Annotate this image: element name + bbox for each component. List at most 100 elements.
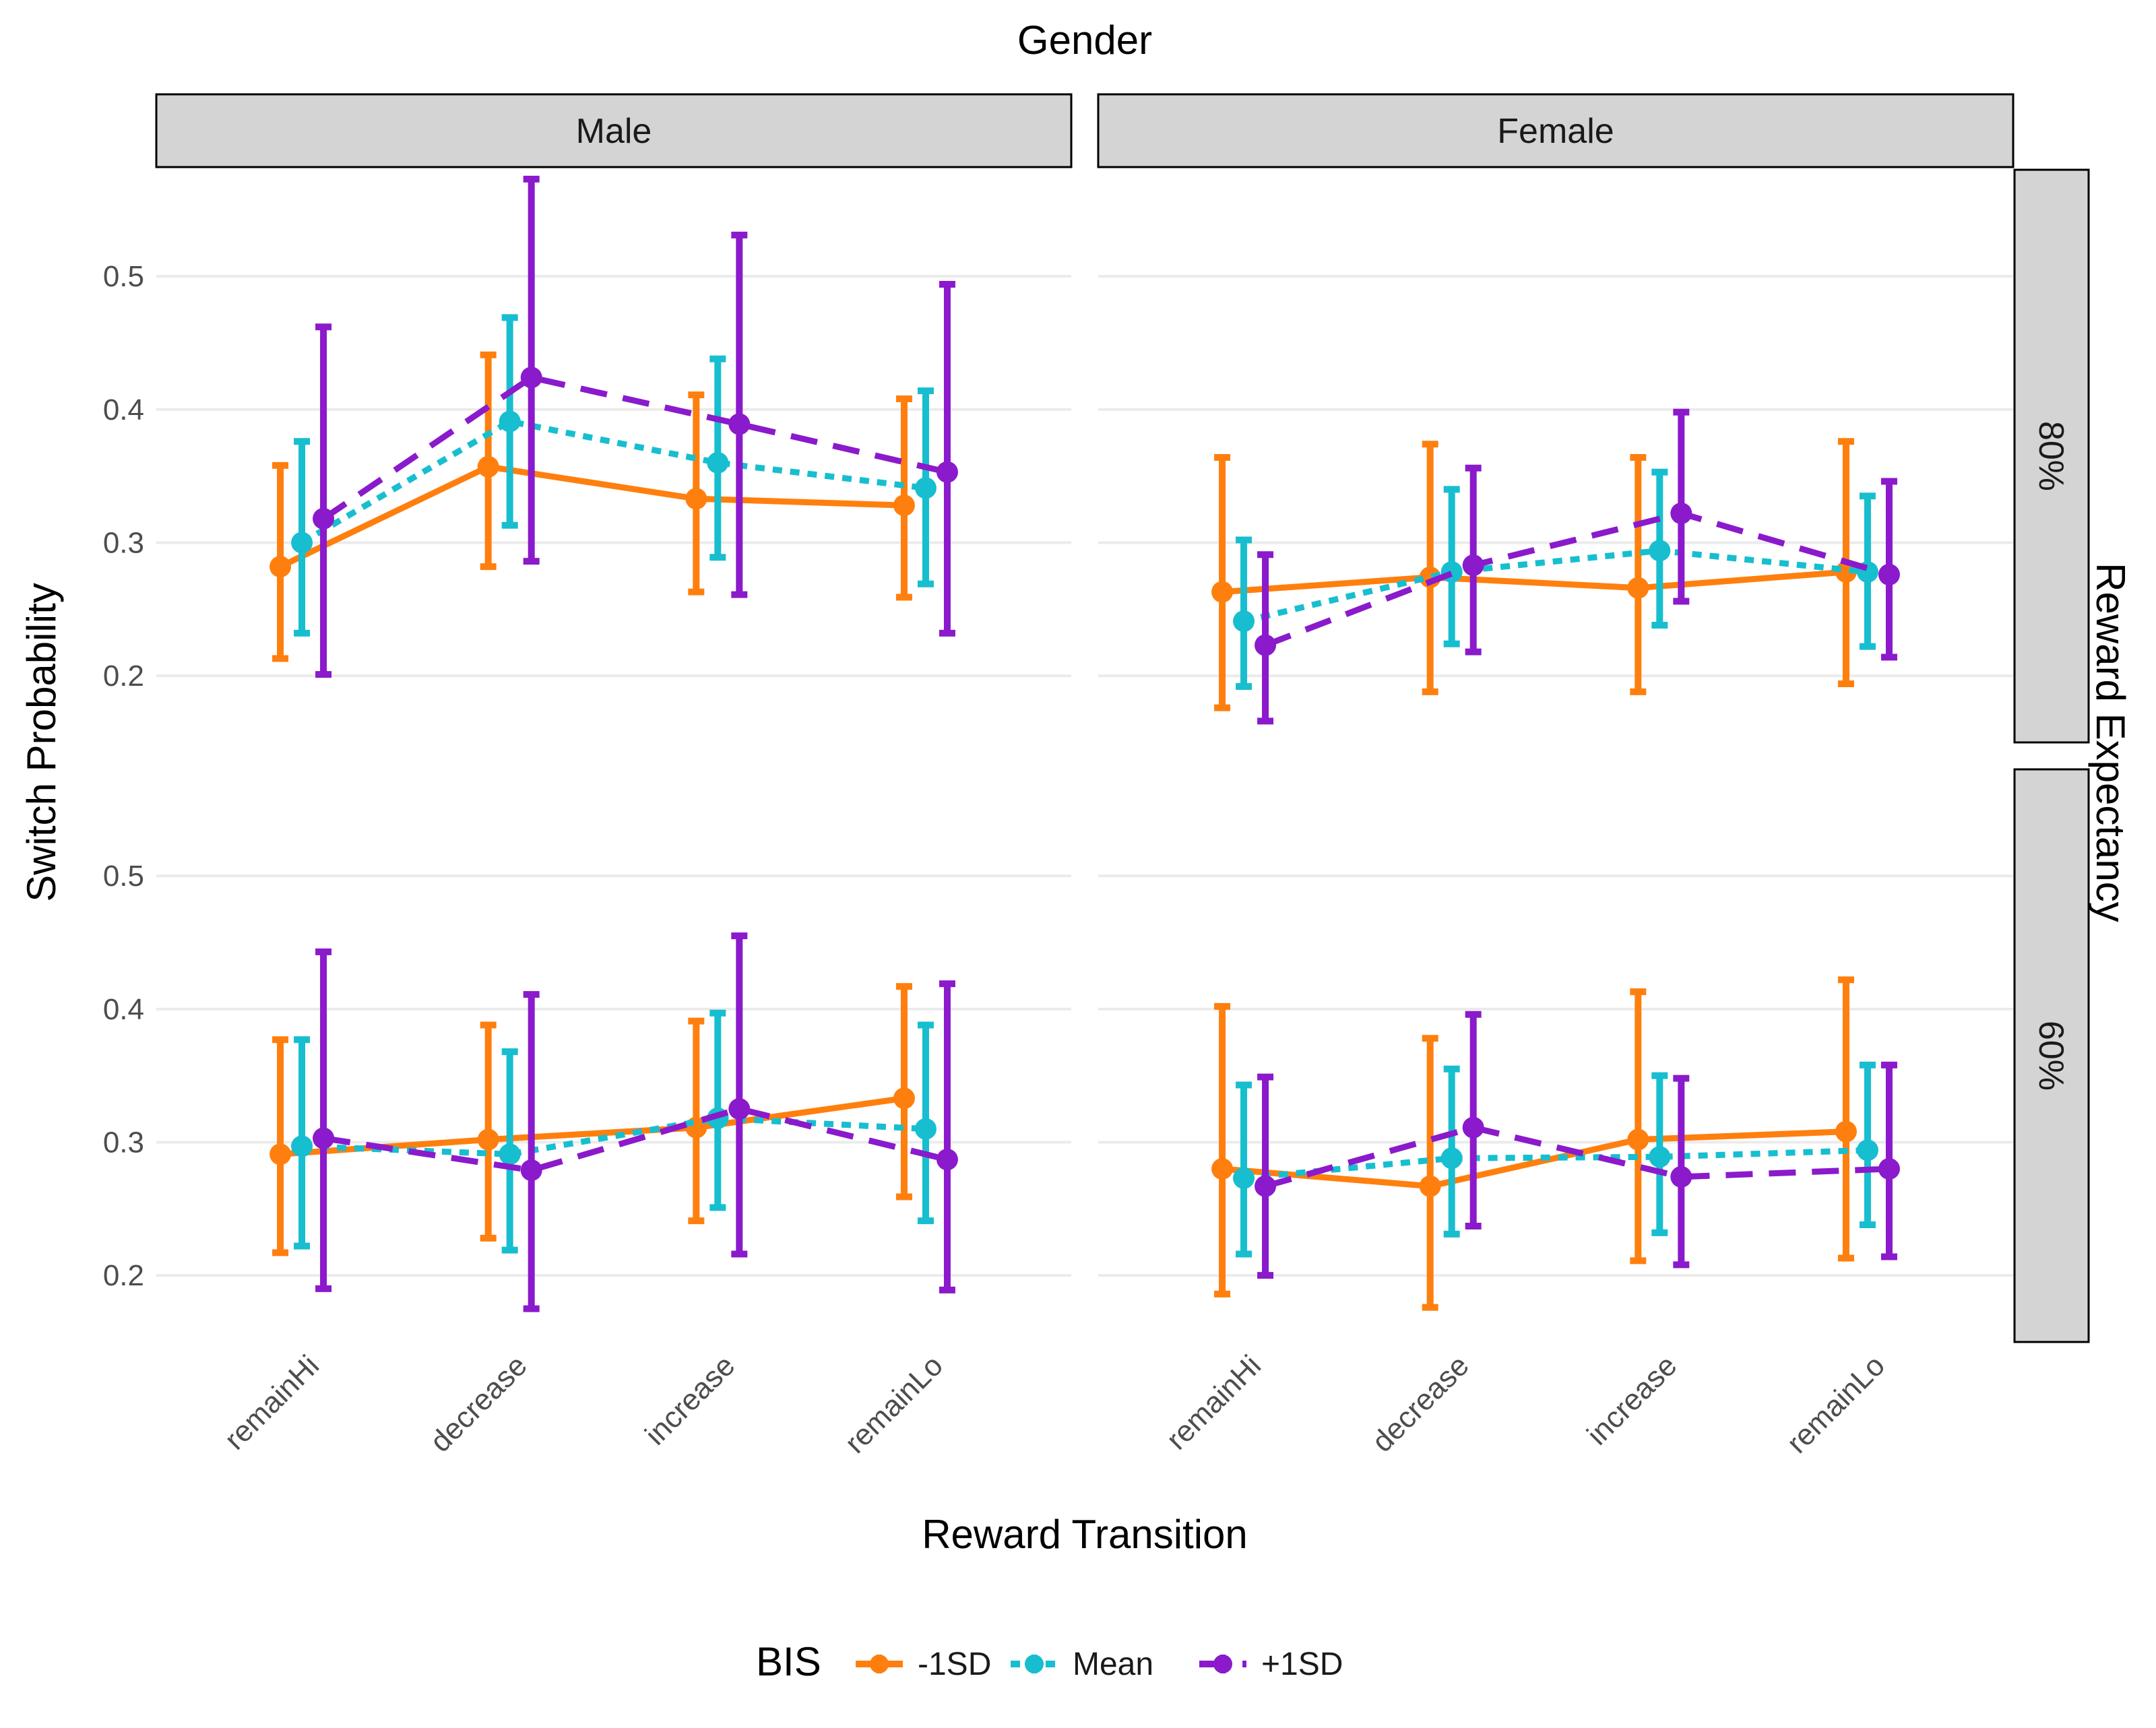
data-point bbox=[520, 1159, 542, 1181]
data-point bbox=[291, 532, 313, 554]
data-point bbox=[728, 413, 751, 435]
y-tick-label: 0.5 bbox=[103, 860, 144, 893]
series-line bbox=[301, 1115, 926, 1157]
x-axis-title: Reward Transition bbox=[922, 1512, 1248, 1557]
strip-label-row-0: 80% bbox=[2031, 421, 2070, 491]
panel-male-60pct: 0.2 0.3 0.4 0.5 remainHi decrease increase rema… bbox=[103, 860, 1071, 1460]
data-point bbox=[1211, 1158, 1234, 1180]
data-point bbox=[291, 1135, 313, 1157]
legend-entry-Mean: Mean bbox=[1011, 1646, 1153, 1682]
data-point bbox=[1255, 634, 1277, 656]
series-Mean bbox=[291, 314, 937, 637]
legend-entry-plus1SD: +1SD bbox=[1199, 1646, 1343, 1682]
series-line bbox=[321, 374, 948, 521]
series-Mean bbox=[1233, 468, 1878, 690]
series-plus1SD bbox=[1255, 1011, 1900, 1279]
x-tick-label: increase bbox=[639, 1349, 741, 1451]
x-tick-label: decrease bbox=[424, 1349, 534, 1459]
series-Mean bbox=[291, 1009, 937, 1254]
data-point bbox=[1670, 1165, 1692, 1188]
series-line bbox=[279, 463, 905, 570]
x-tick-label: remainHi bbox=[218, 1349, 325, 1456]
data-point bbox=[477, 455, 499, 478]
data-point bbox=[477, 1128, 499, 1151]
data-point bbox=[1878, 563, 1900, 585]
legend-label: -1SD bbox=[918, 1646, 991, 1682]
data-point bbox=[1462, 554, 1484, 577]
data-point bbox=[1440, 1147, 1463, 1170]
strip-female bbox=[1097, 93, 2015, 168]
data-point bbox=[1211, 581, 1234, 603]
series-line bbox=[1264, 1124, 1890, 1190]
strip-label-row-1: 60% bbox=[2031, 1021, 2070, 1091]
data-point bbox=[914, 477, 937, 499]
data-point bbox=[1233, 1167, 1255, 1189]
data-point bbox=[1835, 1120, 1857, 1143]
strip-male bbox=[155, 93, 1073, 168]
facet-panels: Male Female 80% 60% 0.2 0.3 0.4 0.5 0.2 0.3 0.4 0.5… bbox=[103, 93, 2090, 1460]
series-line bbox=[323, 1106, 949, 1174]
series-minus1SD bbox=[270, 351, 915, 662]
y-tick-label: 0.4 bbox=[103, 993, 144, 1026]
y-tick-label: 0.4 bbox=[103, 393, 144, 426]
data-point bbox=[499, 410, 521, 433]
series-line bbox=[1222, 1128, 1847, 1190]
data-point bbox=[1419, 1175, 1441, 1197]
series-line bbox=[1243, 547, 1868, 625]
y-tick-label: 0.2 bbox=[103, 1259, 144, 1292]
panel-male-80pct: 0.2 0.3 0.4 0.5 bbox=[103, 175, 1071, 693]
data-point bbox=[313, 1127, 335, 1149]
series-minus1SD bbox=[1211, 438, 1857, 711]
data-point bbox=[313, 507, 335, 530]
data-point bbox=[728, 1098, 751, 1120]
data-point bbox=[520, 366, 542, 389]
x-tick-label: remainLo bbox=[839, 1349, 949, 1459]
series-plus1SD bbox=[313, 932, 958, 1312]
data-point bbox=[1649, 540, 1671, 562]
x-tick-label: remainLo bbox=[1781, 1349, 1891, 1459]
y-tick-label: 0.3 bbox=[103, 526, 144, 559]
legend-label: Mean bbox=[1073, 1646, 1153, 1682]
data-point bbox=[270, 1143, 292, 1165]
data-point bbox=[499, 1143, 521, 1165]
data-point bbox=[1462, 1116, 1484, 1139]
y-axis-title: Switch Probability bbox=[19, 583, 64, 902]
legend-entry-minus1SD: -1SD bbox=[856, 1646, 991, 1682]
legend: BIS -1SD Mean +1SD bbox=[756, 1639, 1343, 1684]
series-minus1SD bbox=[270, 983, 915, 1256]
data-point bbox=[1627, 1128, 1649, 1151]
data-point bbox=[893, 1087, 915, 1110]
series-line bbox=[1264, 510, 1891, 648]
data-point bbox=[1649, 1146, 1671, 1168]
data-point bbox=[685, 488, 707, 510]
x-tick-label: decrease bbox=[1366, 1349, 1476, 1459]
strip-row-0 bbox=[2013, 168, 2090, 744]
data-point bbox=[936, 461, 958, 483]
data-point bbox=[893, 494, 915, 517]
data-point bbox=[1856, 1139, 1878, 1161]
facet-row-title: Reward Expectancy bbox=[2088, 563, 2133, 922]
strip-label-female: Female bbox=[1497, 112, 1614, 151]
x-tick-label: remainHi bbox=[1160, 1349, 1267, 1456]
strip-label-male: Male bbox=[576, 112, 652, 151]
data-point bbox=[1255, 1175, 1277, 1197]
facet-column-title: Gender bbox=[1017, 18, 1152, 63]
data-point bbox=[1878, 1158, 1900, 1180]
legend-title: BIS bbox=[756, 1639, 821, 1684]
y-tick-label: 0.3 bbox=[103, 1126, 144, 1159]
strip-row-1 bbox=[2013, 768, 2090, 1343]
data-point bbox=[914, 1118, 937, 1140]
y-tick-label: 0.2 bbox=[103, 660, 144, 693]
series-Mean bbox=[1233, 1061, 1878, 1258]
series-minus1SD bbox=[1211, 976, 1857, 1311]
data-point bbox=[1627, 577, 1649, 599]
data-point bbox=[1670, 503, 1692, 524]
data-point bbox=[707, 451, 729, 474]
legend-label: +1SD bbox=[1261, 1646, 1343, 1682]
data-point bbox=[936, 1149, 958, 1171]
series-line bbox=[1222, 569, 1847, 596]
series-plus1SD bbox=[1255, 408, 1900, 725]
y-tick-label: 0.5 bbox=[103, 260, 144, 293]
data-point bbox=[1233, 610, 1255, 633]
